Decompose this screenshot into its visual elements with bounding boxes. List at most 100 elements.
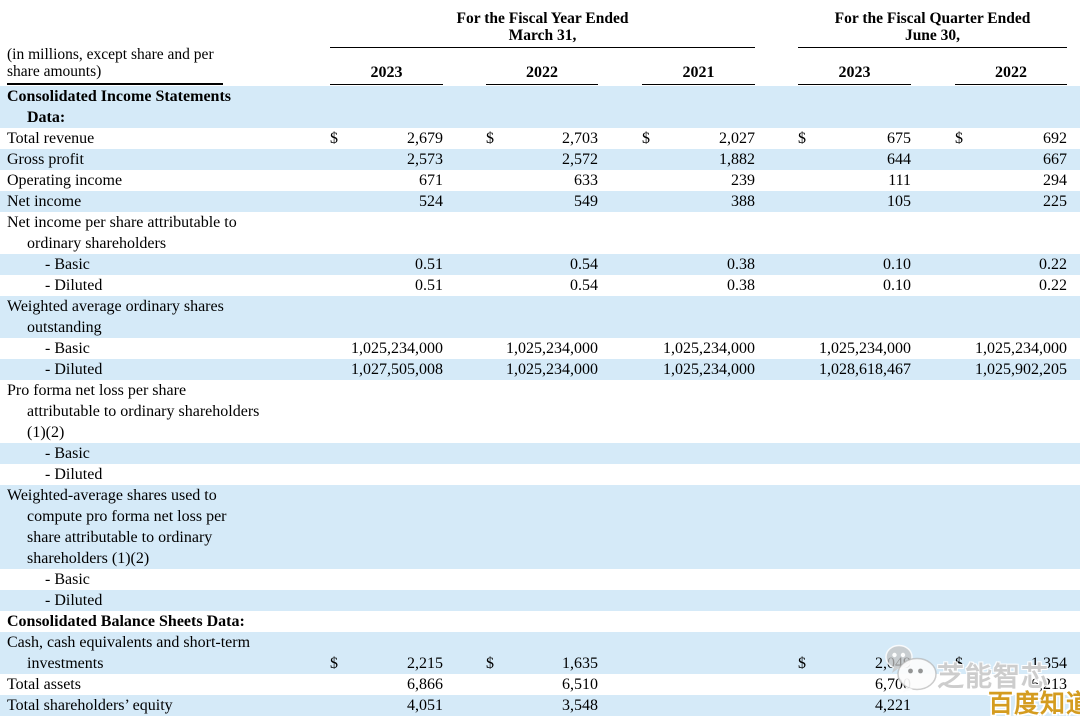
value-cell: 633 [486,170,598,191]
value-cell: 0.51 [330,254,443,275]
value-cell: 524 [330,191,443,212]
row-label: - Basic [45,571,90,588]
table-row: - Basic 1,025,234,000 1,025,234,000 1,025,2… [0,338,1080,359]
row-label: - Diluted [45,361,103,378]
cell-value: 1,354 [1031,655,1067,672]
cell-value: 6,213 [1031,676,1067,693]
cell-value: 1,027,505,008 [351,361,443,378]
value-cell: 549 [486,191,598,212]
value-cell: 3,548 [486,695,598,716]
cell-value: 2,572 [562,151,598,168]
table-row: Operating income 671 633 239 111 294 [0,170,1080,191]
cell-value: 239 [731,172,755,189]
value-cell: 671 [330,170,443,191]
table-row: - Diluted [0,590,1080,611]
table-row: Consolidated Income Statements Data: [0,86,1080,128]
value-cell: 4,221 [798,695,911,716]
cell-value: 111 [888,172,911,189]
cell-value: 0.51 [415,277,443,294]
row-label: Weighted-average shares used to compute p… [7,487,227,567]
value-cell: 2,572 [486,149,598,170]
table-row: - Basic [0,569,1080,590]
table-row: Consolidated Balance Sheets Data: [0,611,1080,632]
watermark-baidu-text: 百度知道 [988,689,1080,718]
cell-value: 667 [1043,151,1067,168]
value-cell: 294 [955,170,1067,191]
cell-value: 692 [1043,130,1067,147]
cell-value: 549 [574,193,598,210]
cell-value: 2,703 [562,130,598,147]
table-row: Net income 524 549 388 105 225 [0,191,1080,212]
row-label: - Basic [45,256,90,273]
cell-value: 0.51 [415,256,443,273]
table-row: Pro forma net loss per share attributable… [0,380,1080,443]
row-label: - Basic [45,445,90,462]
cell-value: 1,025,234,000 [819,340,911,357]
cell-value: 644 [887,151,911,168]
dollar-sign: $ [486,130,494,147]
column-year-q-2022: 2022 [955,64,1067,85]
value-cell: 0.54 [486,254,598,275]
row-label: - Diluted [45,592,103,609]
cell-value: 4,051 [407,697,443,714]
value-cell: 0.22 [955,275,1067,296]
cell-value: 225 [1043,193,1067,210]
row-label: Consolidated Balance Sheets Data: [7,613,245,630]
fiscal-quarter-title-line2: June 30, [904,27,961,44]
fiscal-quarter-group-title: For the Fiscal Quarter Ended June 30, [798,10,1067,48]
cell-value: 1,025,234,000 [506,361,598,378]
table-row: Net income per share attributable to ordi… [0,212,1080,254]
dollar-sign: $ [798,655,806,672]
fiscal-year-title-line1: For the Fiscal Year Ended [456,10,629,27]
cell-value: 1,025,234,000 [663,340,755,357]
value-cell: $2,703 [486,128,598,149]
cell-value: 0.22 [1039,256,1067,273]
value-cell: 1,025,902,205 [955,359,1067,380]
value-cell: $2,679 [330,128,443,149]
cell-value: 0.10 [883,256,911,273]
value-cell: 6,510 [486,674,598,695]
value-cell: 667 [955,149,1067,170]
table-row: - Basic [0,443,1080,464]
cell-value: 388 [731,193,755,210]
row-label: - Diluted [45,466,103,483]
value-cell: 0.22 [955,254,1067,275]
cell-value: 2,679 [407,130,443,147]
value-cell: 1,882 [642,149,755,170]
fiscal-year-title-line2: March 31, [508,27,577,44]
value-cell: 388 [642,191,755,212]
table-header: (in millions, except share and per share… [0,0,1080,86]
table-row: - Diluted [0,464,1080,485]
dollar-sign: $ [330,130,338,147]
wechat-icon [885,644,937,693]
value-cell: 1,025,234,000 [486,338,598,359]
cell-value: 294 [1043,172,1067,189]
value-cell: 1,025,234,000 [330,338,443,359]
row-label: - Diluted [45,277,103,294]
fiscal-quarter-group-header: For the Fiscal Quarter Ended June 30, [798,10,1067,48]
cell-value: 671 [419,172,443,189]
fiscal-quarter-title-line1: For the Fiscal Quarter Ended [834,10,1031,27]
value-cell: 0.54 [486,275,598,296]
cell-value: 524 [419,193,443,210]
cell-value: 4,221 [875,697,911,714]
row-label: Cash, cash equivalents and short-term inv… [7,634,251,672]
value-cell: 0.38 [642,275,755,296]
dollar-sign: $ [798,130,806,147]
dollar-sign: $ [955,130,963,147]
table-row: Weighted-average shares used to compute p… [0,485,1080,569]
column-year-q-2023: 2023 [798,64,911,85]
value-cell: $675 [798,128,911,149]
value-cell: 1,027,505,008 [330,359,443,380]
value-cell: $1,635 [486,653,598,674]
units-note-line1: (in millions, except share and per [7,46,214,63]
cell-value: 2,027 [719,130,755,147]
cell-value: 1,025,234,000 [663,361,755,378]
value-cell: 225 [955,191,1067,212]
value-cell: 0.51 [330,275,443,296]
value-cell: 1,025,234,000 [798,338,911,359]
cell-value: 2,215 [407,655,443,672]
column-year-fy-2021: 2021 [642,64,755,85]
row-label: Pro forma net loss per share attributable… [7,382,260,441]
